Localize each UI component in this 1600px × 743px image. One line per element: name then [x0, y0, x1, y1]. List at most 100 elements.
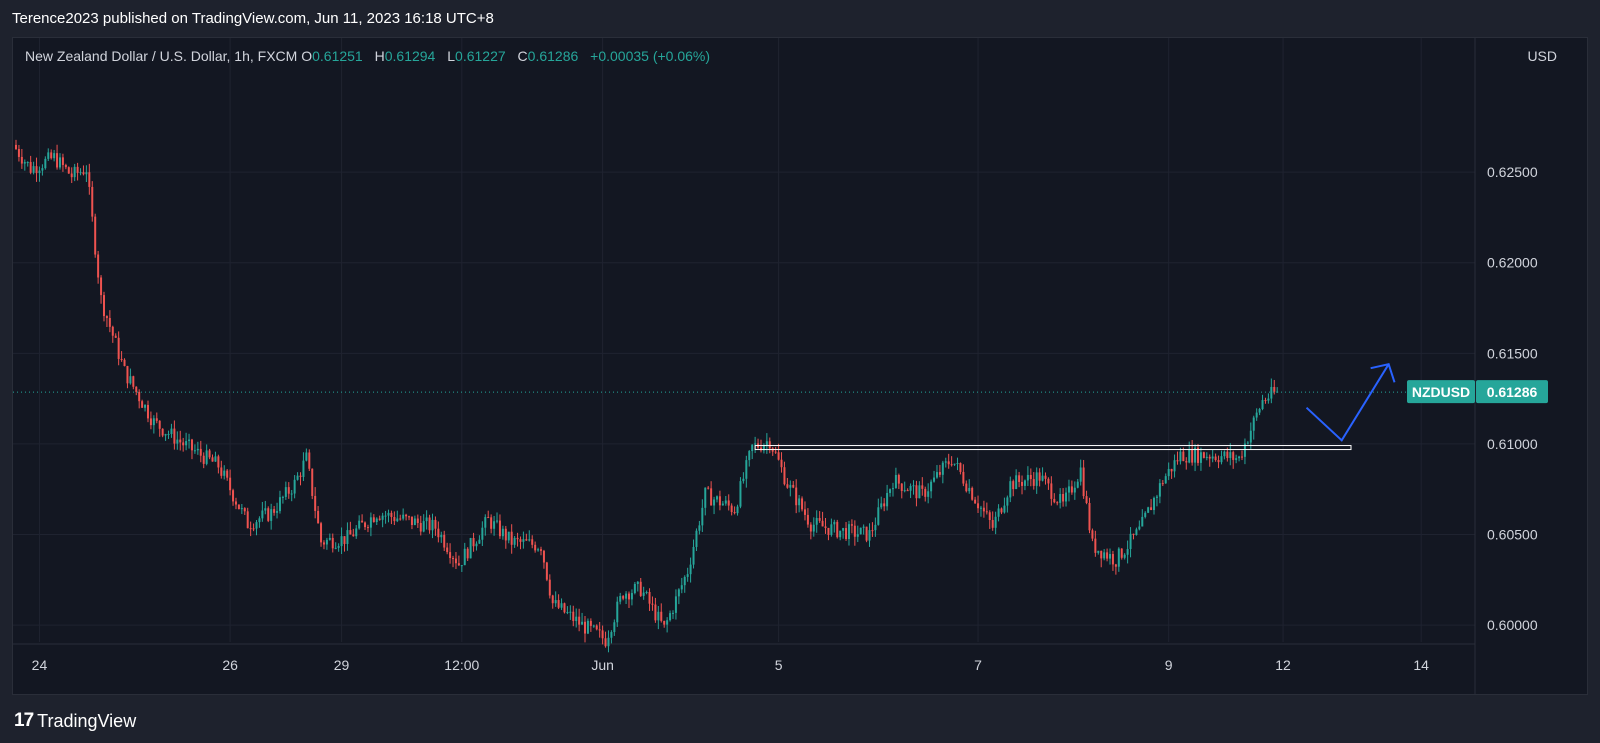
candle — [296, 472, 299, 481]
candle-body — [410, 516, 413, 526]
candle — [144, 404, 147, 412]
candle-body — [551, 595, 554, 604]
candle-body — [302, 460, 305, 477]
candle — [1155, 494, 1158, 507]
candle-body — [803, 509, 806, 515]
candle-body — [677, 589, 680, 597]
candle — [757, 438, 760, 450]
candle-body — [850, 524, 853, 526]
candle-body — [988, 512, 991, 521]
candle-body — [589, 620, 592, 626]
price-chart[interactable]: 0.62500 0.62000 0.61500 0.61000 0.60500 0.600… — [13, 38, 1587, 694]
candle-body — [965, 483, 968, 492]
candle — [281, 495, 284, 504]
candle — [311, 468, 314, 500]
candle-body — [1229, 452, 1232, 458]
candle — [625, 591, 628, 605]
chart-pane[interactable]: 0.62500 0.62000 0.61500 0.61000 0.60500 0.600… — [12, 37, 1588, 695]
candle-body — [578, 616, 581, 625]
candle — [906, 488, 909, 492]
candle — [968, 479, 971, 494]
candle-body — [956, 463, 959, 465]
close-value: 0.61286 — [527, 48, 579, 64]
open-value: 0.61251 — [312, 48, 363, 64]
candle-body — [871, 530, 874, 532]
candle — [308, 449, 311, 472]
candle-body — [372, 517, 375, 523]
symbol-title: New Zealand Dollar / U.S. Dollar, 1h, FX… — [25, 48, 298, 64]
candle — [1120, 548, 1123, 560]
candle-body — [70, 173, 73, 178]
candle — [20, 148, 23, 169]
candle — [783, 461, 786, 486]
candle-body — [501, 528, 504, 537]
candle — [944, 457, 947, 468]
candle — [654, 597, 657, 623]
candle — [569, 605, 572, 620]
candle — [965, 480, 968, 493]
published-header: Terence2023 published on TradingView.com… — [0, 0, 1600, 37]
candle-body — [713, 499, 716, 506]
candle — [671, 610, 674, 619]
candle-body — [912, 485, 915, 487]
candle — [208, 448, 211, 460]
candle — [44, 156, 47, 170]
candle — [1214, 453, 1217, 462]
candle — [331, 533, 334, 553]
time-tick-label: 12:00 — [444, 657, 479, 673]
candle-body — [557, 600, 560, 608]
candle-body — [1126, 549, 1129, 555]
candle-body — [234, 501, 237, 505]
candle-body — [375, 518, 378, 523]
candle — [507, 531, 510, 544]
candle-body — [61, 157, 64, 165]
candle-body — [361, 520, 364, 523]
candle — [390, 510, 393, 525]
candle-body — [214, 456, 217, 462]
candle-body — [396, 518, 399, 522]
candle-body — [1009, 481, 1012, 498]
candle — [440, 531, 443, 543]
candle-body — [73, 166, 76, 178]
candle-body — [959, 463, 962, 472]
candle — [666, 617, 669, 633]
last-price-symbol: NZDUSD — [1412, 384, 1470, 400]
candle-body — [1018, 475, 1021, 482]
open-label: O — [301, 48, 313, 64]
candle-body — [146, 404, 149, 419]
projection-arrow — [1305, 363, 1390, 442]
candle — [622, 595, 625, 601]
candle — [525, 533, 528, 541]
candle — [575, 608, 578, 628]
candle — [504, 525, 507, 549]
time-axis[interactable]: 24 26 29 12:00 Jun 5 7 9 12 14 — [32, 657, 1430, 673]
candle — [264, 500, 267, 515]
candlestick-series — [15, 139, 1279, 653]
candle — [950, 456, 953, 467]
price-badge-bg — [1476, 380, 1548, 404]
candle-body — [308, 452, 311, 469]
candle-body — [337, 546, 340, 548]
candle — [1059, 488, 1062, 509]
drawing-overlays — [13, 363, 1475, 451]
candle — [249, 521, 252, 537]
candle-body — [566, 612, 569, 614]
candle — [1185, 457, 1188, 470]
candle-body — [982, 507, 985, 512]
candle — [1132, 533, 1135, 540]
candle — [868, 523, 871, 547]
candle-body — [111, 326, 114, 336]
candle — [82, 165, 85, 176]
candle-body — [1006, 497, 1009, 506]
price-axis[interactable]: 0.62500 0.62000 0.61500 0.61000 0.60500 0.600… — [1407, 164, 1548, 633]
tradingview-brand[interactable]: 17 TradingView — [14, 708, 136, 734]
candle — [915, 480, 918, 507]
candle-body — [592, 625, 595, 627]
candle-body — [648, 592, 651, 604]
candle — [1073, 481, 1076, 500]
candle — [510, 524, 513, 554]
candle — [237, 504, 240, 510]
candle-body — [152, 418, 155, 426]
candle — [170, 423, 173, 438]
candle-body — [906, 490, 909, 492]
